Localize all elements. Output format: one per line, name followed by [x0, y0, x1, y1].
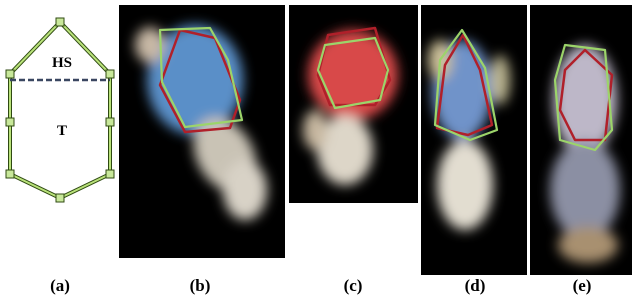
image-b: [119, 5, 285, 258]
panel-label: (d): [465, 276, 486, 295]
panel-label: (b): [190, 276, 211, 295]
body-model-diagram: HS T: [6, 18, 114, 202]
image-c: [289, 5, 418, 203]
image-e: [530, 5, 632, 275]
panel-label: (a): [50, 276, 70, 295]
torso-label: T: [57, 123, 67, 139]
image-d: [421, 5, 527, 275]
panel-label: (e): [573, 276, 592, 295]
panel-label: (c): [344, 276, 363, 295]
head-label: HS: [52, 55, 72, 71]
figure: HS T: [0, 0, 632, 300]
